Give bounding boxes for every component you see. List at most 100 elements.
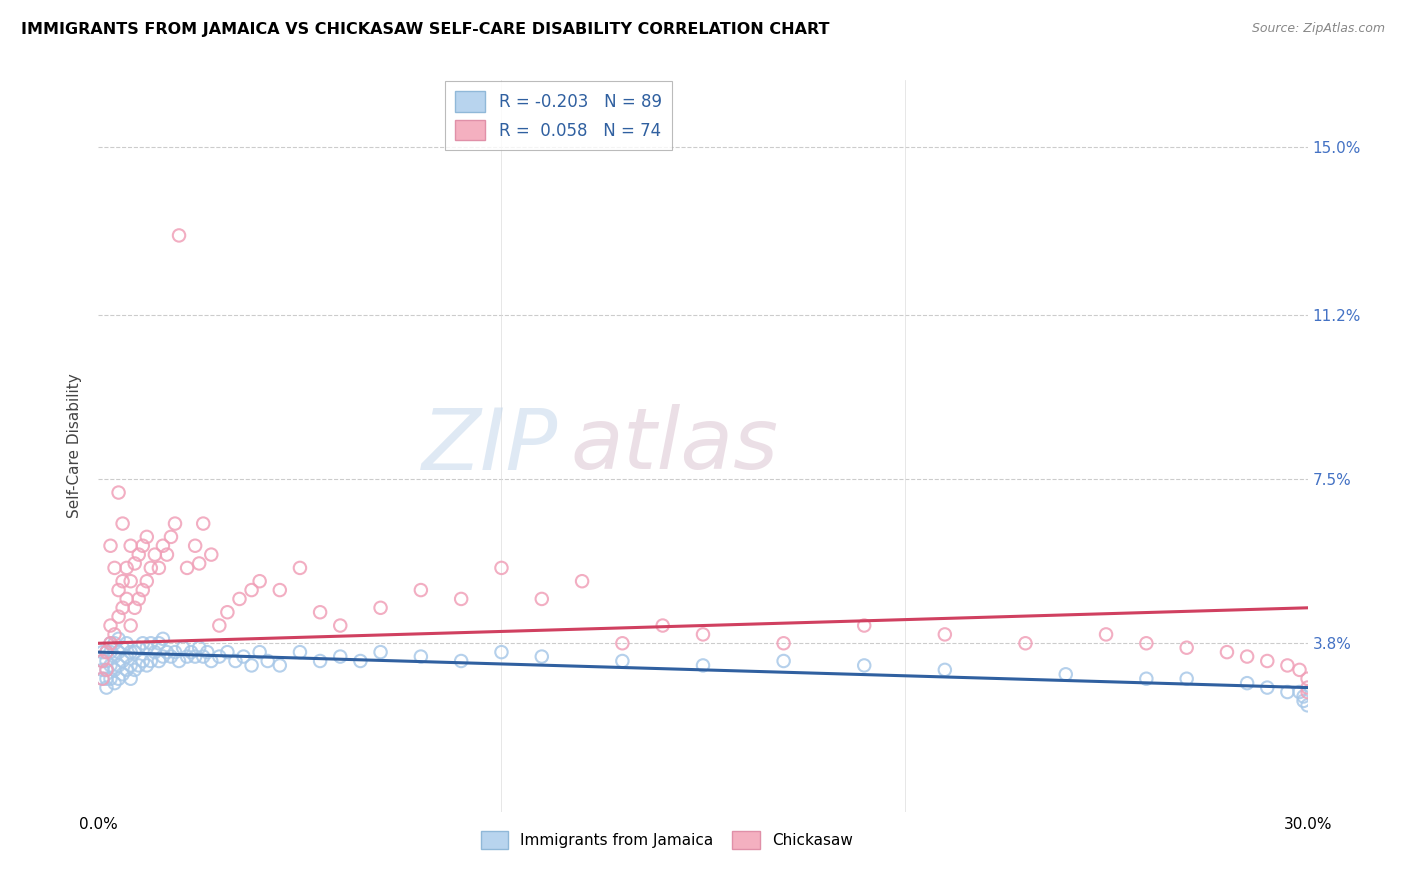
Point: [530, 591, 553, 606]
Text: Source: ZipAtlas.com: Source: ZipAtlas.com: [1251, 22, 1385, 36]
Point: [409, 583, 432, 598]
Point: [329, 649, 352, 664]
Point: [107, 672, 129, 686]
Point: [160, 649, 183, 664]
Point: [1236, 676, 1258, 690]
Point: [450, 591, 472, 606]
Point: [96, 672, 118, 686]
Point: [200, 548, 222, 562]
Point: [1216, 645, 1239, 659]
Point: [152, 632, 174, 646]
Point: [124, 645, 146, 659]
Point: [120, 672, 142, 686]
Point: [309, 605, 332, 619]
Point: [148, 561, 170, 575]
Legend: Immigrants from Jamaica, Chickasaw: Immigrants from Jamaica, Chickasaw: [475, 824, 859, 855]
Point: [1296, 685, 1319, 699]
Point: [132, 539, 155, 553]
Point: [128, 658, 150, 673]
Point: [200, 654, 222, 668]
Point: [111, 516, 134, 531]
Point: [91, 663, 114, 677]
Point: [188, 557, 211, 571]
Point: [1014, 636, 1036, 650]
Point: [450, 654, 472, 668]
Point: [1054, 667, 1077, 681]
Point: [1288, 685, 1310, 699]
Point: [120, 539, 142, 553]
Point: [132, 654, 155, 668]
Point: [128, 640, 150, 655]
Point: [176, 649, 198, 664]
Point: [152, 539, 174, 553]
Point: [120, 618, 142, 632]
Point: [224, 654, 246, 668]
Point: [111, 600, 134, 615]
Point: [309, 654, 332, 668]
Point: [120, 645, 142, 659]
Point: [103, 561, 125, 575]
Point: [1277, 685, 1299, 699]
Point: [1256, 681, 1278, 695]
Point: [96, 663, 118, 677]
Point: [269, 658, 291, 673]
Point: [107, 583, 129, 598]
Point: [124, 600, 146, 615]
Point: [1277, 658, 1299, 673]
Point: [124, 663, 146, 677]
Text: IMMIGRANTS FROM JAMAICA VS CHICKASAW SELF-CARE DISABILITY CORRELATION CHART: IMMIGRANTS FROM JAMAICA VS CHICKASAW SEL…: [21, 22, 830, 37]
Point: [115, 561, 138, 575]
Point: [853, 658, 876, 673]
Point: [651, 618, 673, 632]
Point: [180, 645, 202, 659]
Point: [103, 636, 125, 650]
Point: [1296, 672, 1319, 686]
Point: [107, 645, 129, 659]
Point: [269, 583, 291, 598]
Point: [188, 640, 211, 655]
Point: [491, 561, 513, 575]
Point: [111, 574, 134, 589]
Point: [120, 574, 142, 589]
Point: [184, 539, 207, 553]
Point: [148, 636, 170, 650]
Text: atlas: atlas: [569, 404, 778, 488]
Point: [288, 645, 311, 659]
Point: [612, 636, 634, 650]
Point: [193, 649, 215, 664]
Point: [217, 605, 239, 619]
Point: [135, 574, 157, 589]
Point: [100, 636, 122, 650]
Point: [156, 548, 179, 562]
Point: [107, 658, 129, 673]
Point: [256, 654, 278, 668]
Point: [1292, 694, 1315, 708]
Point: [96, 654, 118, 668]
Point: [184, 649, 207, 664]
Point: [156, 645, 179, 659]
Point: [409, 649, 432, 664]
Point: [1296, 698, 1319, 713]
Point: [370, 600, 392, 615]
Point: [135, 530, 157, 544]
Point: [692, 627, 714, 641]
Point: [91, 645, 114, 659]
Point: [139, 636, 162, 650]
Point: [240, 658, 263, 673]
Point: [1175, 672, 1198, 686]
Point: [96, 645, 118, 659]
Point: [1288, 663, 1310, 677]
Point: [612, 654, 634, 668]
Point: [491, 645, 513, 659]
Point: [111, 640, 134, 655]
Point: [853, 618, 876, 632]
Point: [172, 640, 194, 655]
Point: [208, 618, 231, 632]
Point: [228, 591, 250, 606]
Point: [91, 654, 114, 668]
Point: [107, 609, 129, 624]
Point: [1256, 654, 1278, 668]
Point: [100, 672, 122, 686]
Point: [193, 516, 215, 531]
Point: [96, 645, 118, 659]
